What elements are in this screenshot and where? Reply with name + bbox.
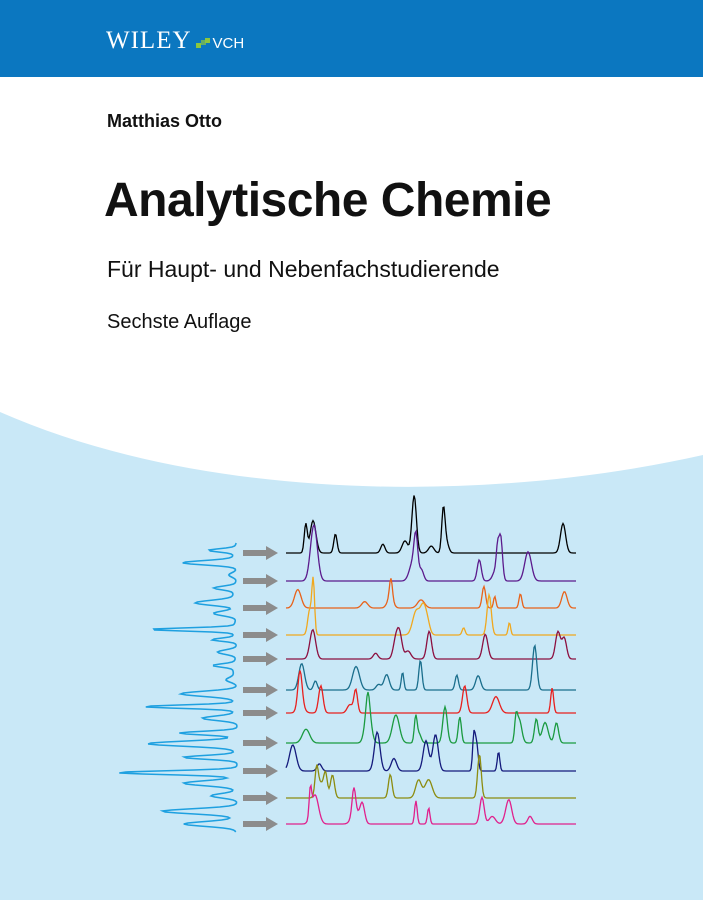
book-title: Analytische Chemie — [104, 174, 552, 227]
chromatogram-trace — [286, 691, 576, 744]
arrow-icon — [243, 574, 278, 588]
arrow-icon — [243, 652, 278, 666]
source-chromatogram-trace — [119, 542, 238, 833]
author-name: Matthias Otto — [107, 111, 222, 131]
chromatogram-trace — [286, 670, 576, 714]
arrow-icon — [243, 706, 278, 720]
logo-squares-icon — [195, 38, 210, 48]
arrow-icon — [243, 683, 278, 697]
chromatogram-illustration — [119, 495, 576, 833]
book-subtitle: Für Haupt- und Nebenfachstudierende — [107, 256, 500, 282]
arrow-icon — [243, 736, 278, 750]
publisher-header-bar: WILEY VCH — [0, 0, 703, 77]
arrow-icon — [243, 628, 278, 642]
arrow-icon — [243, 764, 278, 778]
arrow-icon — [243, 791, 278, 805]
chromatogram-trace — [286, 626, 576, 660]
light-blue-wave — [0, 412, 703, 900]
chromatogram-trace — [286, 783, 576, 825]
chromatogram-trace — [285, 578, 576, 609]
logo-suffix: VCH — [212, 35, 245, 52]
chromatogram-trace — [286, 754, 576, 799]
chromatogram-trace — [286, 576, 576, 636]
chromatogram-trace — [286, 523, 576, 582]
arrow-icon — [243, 817, 278, 831]
wiley-vch-logo: WILEY VCH — [106, 27, 244, 55]
chromatogram-trace — [286, 643, 576, 691]
book-edition: Sechste Auflage — [107, 311, 252, 333]
arrow-icon — [243, 546, 278, 560]
logo-wordmark: WILEY — [106, 27, 192, 54]
chromatogram-trace — [285, 729, 576, 772]
arrow-icon — [243, 601, 278, 615]
